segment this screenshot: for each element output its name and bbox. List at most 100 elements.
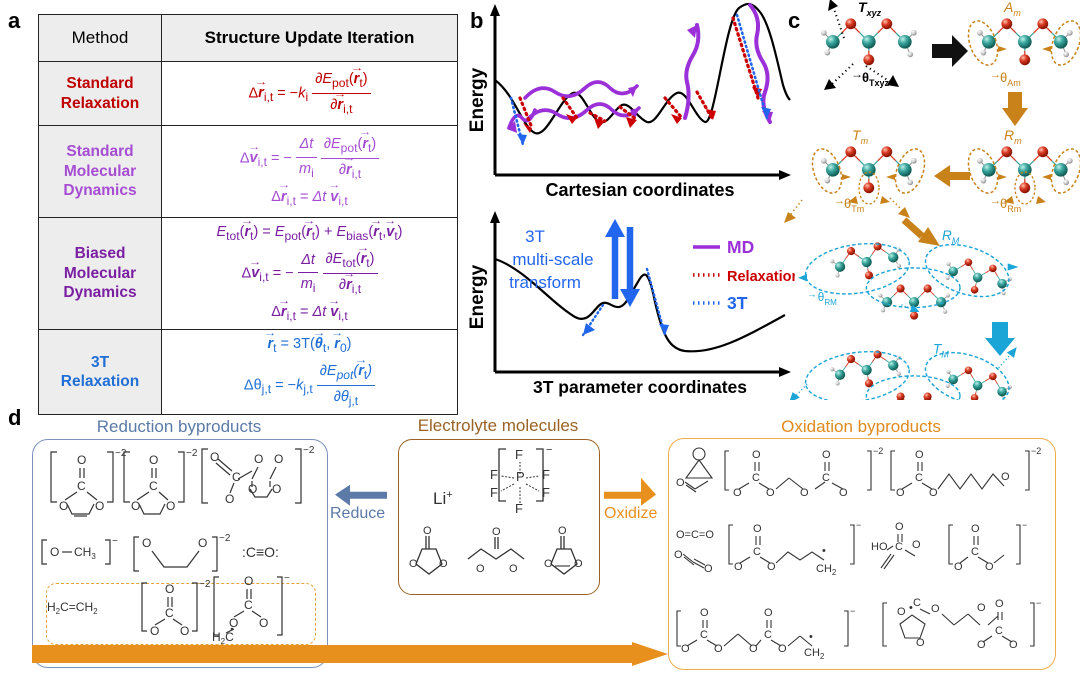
svg-text:O: O: [954, 561, 963, 573]
svg-text:→: →: [990, 195, 1001, 207]
svg-text:F: F: [515, 447, 523, 462]
svg-text:F: F: [542, 467, 550, 482]
svg-text:O: O: [929, 487, 938, 499]
svg-text:O=C=O: O=C=O: [676, 529, 714, 541]
svg-text:C: C: [149, 479, 158, 493]
svg-text:C: C: [822, 472, 830, 484]
svg-text:C: C: [165, 606, 174, 620]
svg-text:O: O: [476, 563, 485, 575]
svg-text:C: C: [752, 472, 760, 484]
svg-text:HO: HO: [871, 541, 888, 553]
svg-text:O: O: [752, 449, 761, 461]
svg-text:O: O: [704, 563, 713, 575]
svg-text:O: O: [180, 624, 189, 638]
svg-text:RM: RM: [942, 228, 960, 246]
svg-text:−2: −2: [199, 579, 211, 590]
svg-text:O: O: [142, 536, 151, 550]
svg-text:C: C: [244, 598, 253, 612]
svg-text:O: O: [492, 526, 501, 538]
svg-text:−2: −2: [115, 448, 127, 459]
svg-text:→: →: [834, 195, 845, 207]
svg-text:→: →: [807, 290, 817, 301]
svg-text:−: −: [856, 520, 861, 530]
svg-text:TM: TM: [933, 341, 949, 359]
svg-text:O: O: [995, 598, 1004, 610]
svg-text:−2: −2: [1031, 446, 1041, 456]
svg-text:MD: MD: [727, 237, 754, 257]
svg-text:O: O: [409, 558, 418, 570]
svg-text:O: O: [985, 561, 994, 573]
svg-text:θAm: θAm: [1000, 70, 1021, 88]
svg-text:−2: −2: [219, 533, 231, 544]
svg-text:O: O: [59, 499, 68, 513]
svg-text:→: →: [990, 69, 1001, 81]
svg-text:O: O: [1009, 639, 1018, 651]
svg-text:CH2: CH2: [816, 563, 837, 577]
svg-text:−: −: [1022, 520, 1027, 530]
svg-text:3T: 3T: [525, 227, 545, 246]
svg-text:O: O: [1001, 471, 1010, 483]
svg-text:3T: 3T: [727, 293, 748, 313]
svg-text:H2C: H2C: [212, 630, 234, 646]
svg-text:−: −: [1036, 598, 1041, 608]
svg-text:C: C: [895, 541, 903, 553]
svg-text:C: C: [77, 479, 86, 493]
svg-text::C≡O:: :C≡O:: [242, 544, 279, 560]
svg-text:Li+: Li+: [433, 489, 453, 508]
svg-text:O: O: [896, 487, 905, 499]
svg-text:O: O: [558, 525, 567, 537]
svg-text:O: O: [778, 643, 787, 655]
svg-text:C: C: [764, 629, 772, 641]
svg-text:Tm: Tm: [852, 127, 869, 146]
svg-text:O: O: [733, 487, 742, 499]
svg-text:H2C=CH2: H2C=CH2: [47, 600, 98, 616]
svg-text:O: O: [254, 452, 263, 466]
svg-text:Txyz: Txyz: [858, 0, 882, 18]
svg-text:O: O: [77, 453, 86, 467]
svg-text:O: O: [574, 558, 583, 570]
svg-text:O: O: [895, 521, 904, 533]
svg-text:O: O: [897, 606, 906, 618]
svg-text:O: O: [714, 643, 723, 655]
svg-text:CH2: CH2: [804, 647, 825, 661]
svg-text:F: F: [542, 485, 550, 500]
svg-text:O: O: [544, 558, 553, 570]
svg-text:Energy: Energy: [467, 264, 488, 329]
svg-text:O: O: [800, 487, 809, 499]
svg-text:O: O: [764, 607, 773, 619]
svg-text:O: O: [259, 616, 268, 630]
svg-text:O: O: [198, 536, 207, 550]
svg-text:O: O: [210, 450, 219, 464]
svg-text:O: O: [971, 523, 980, 535]
svg-text:O: O: [700, 607, 709, 619]
svg-text:P: P: [516, 469, 525, 484]
svg-text:O: O: [272, 482, 281, 496]
svg-text:−2: −2: [186, 448, 198, 459]
svg-text:multi-scale: multi-scale: [512, 250, 593, 269]
svg-text:C: C: [995, 625, 1003, 637]
svg-text:C: C: [232, 470, 241, 484]
svg-text:O: O: [766, 487, 775, 499]
svg-text:C: C: [915, 472, 923, 484]
svg-text:O: O: [767, 561, 776, 573]
svg-text:−: −: [850, 606, 855, 616]
svg-text:O: O: [166, 499, 175, 513]
svg-text:O: O: [977, 639, 986, 651]
svg-text:O: O: [676, 477, 685, 489]
svg-text:Rm: Rm: [1004, 127, 1022, 146]
svg-text:O: O: [244, 574, 253, 588]
svg-text:Cartesian coordinates: Cartesian coordinates: [545, 180, 734, 200]
svg-text:C: C: [971, 546, 979, 558]
svg-text:O: O: [229, 616, 238, 630]
svg-text:O: O: [915, 449, 924, 461]
svg-text:O: O: [149, 453, 158, 467]
svg-text:C: C: [700, 629, 708, 641]
svg-text:O: O: [753, 523, 762, 535]
svg-text:−: −: [546, 444, 552, 456]
svg-text:O: O: [131, 499, 140, 513]
svg-text:θTxyz: θTxyz: [862, 70, 890, 88]
svg-text:θRM: θRM: [818, 291, 837, 307]
svg-text:O: O: [822, 449, 831, 461]
svg-text:O: O: [274, 452, 283, 466]
svg-text:O: O: [165, 582, 174, 596]
